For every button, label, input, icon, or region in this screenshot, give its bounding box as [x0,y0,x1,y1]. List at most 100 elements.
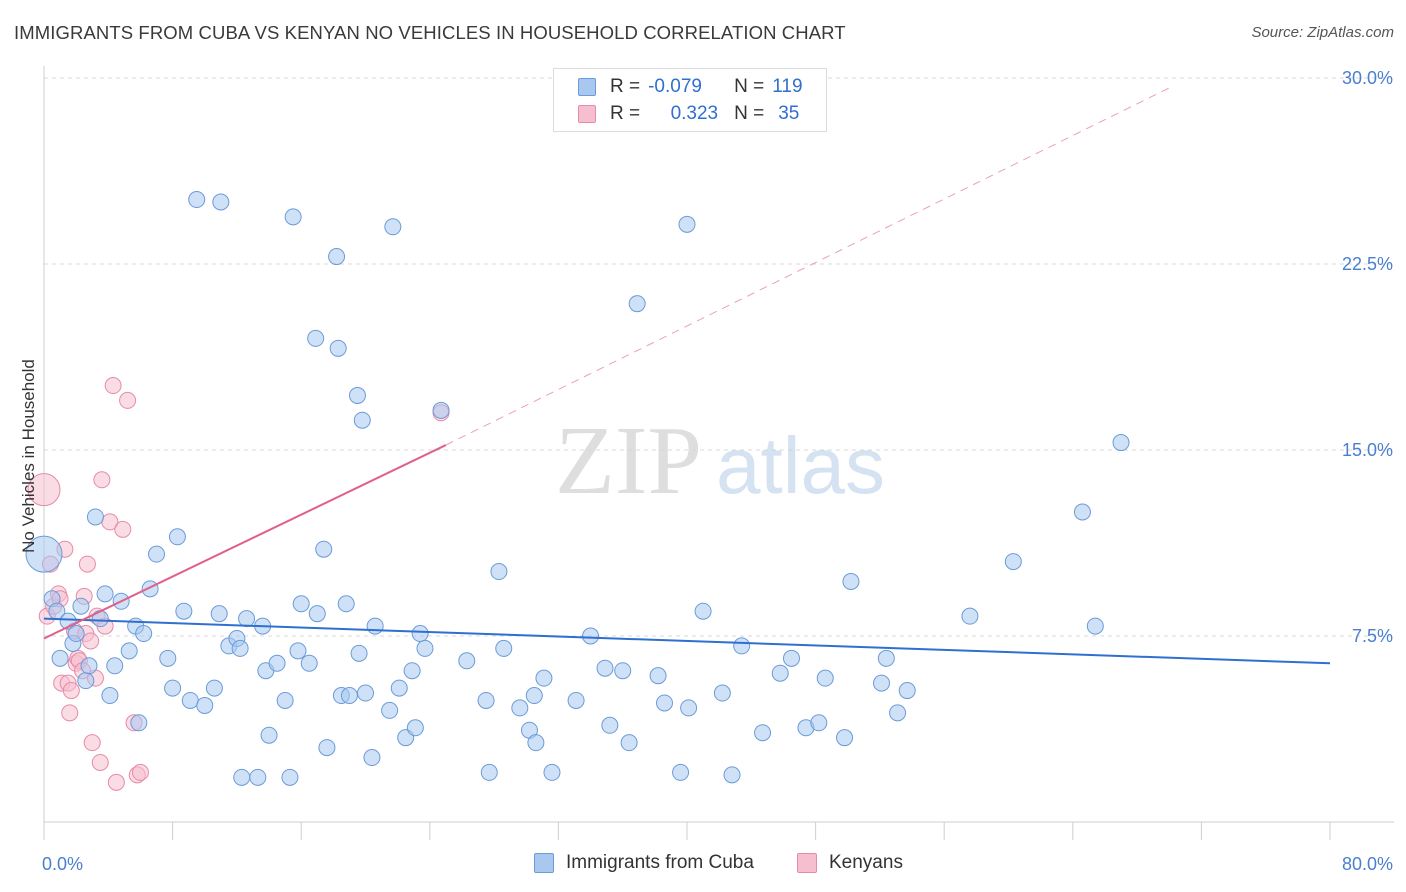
legend-n-label: N = [734,103,765,124]
point-cuba [384,218,402,236]
point-cuba [381,701,399,719]
point-cuba [120,642,138,660]
point-cuba [175,602,193,620]
point-cuba [961,607,979,625]
series-cuba-points [25,191,1130,786]
watermark-zip: ZIP [555,407,702,515]
point-kenyans [82,632,100,650]
legend-swatch-kenyans [797,853,817,873]
grid-lines [44,77,1394,637]
legend-label-cuba: Immigrants from Cuba [566,852,754,873]
point-cuba [77,672,95,690]
y-axis-label: No Vehicles in Household [19,359,38,553]
point-cuba [889,704,907,722]
point-cuba [67,625,85,643]
point-cuba [86,508,104,526]
point-cuba [231,639,249,657]
point-cuba [620,734,638,752]
point-cuba [898,682,916,700]
point-cuba [210,605,228,623]
point-cuba [196,696,214,714]
point-cuba [281,768,299,786]
point-cuba [490,563,508,581]
y-tick-label: 15.0% [1342,440,1393,460]
point-kenyans [114,520,132,538]
point-cuba [1086,617,1104,635]
trend-lines [43,87,1331,665]
point-cuba [284,208,302,226]
point-kenyans [27,473,61,507]
point-cuba [416,639,434,657]
point-cuba [1112,434,1130,452]
point-cuba [249,768,267,786]
point-cuba [366,617,384,635]
x-tick-label: 80.0% [1342,854,1393,874]
point-cuba [511,699,529,717]
point-cuba [527,734,545,752]
point-cuba [877,649,895,667]
point-cuba [348,386,366,404]
point-cuba [292,595,310,613]
point-cuba [307,329,325,347]
point-cuba [816,669,834,687]
legend-swatch-kenyans [578,105,596,123]
point-cuba [390,679,408,697]
legend-item-cuba: Immigrants from Cuba [534,852,754,874]
point-cuba [458,652,476,670]
legend-r-value: 0.323 [670,103,719,124]
point-cuba [315,540,333,558]
point-cuba [754,724,772,742]
point-cuba [164,679,182,697]
point-cuba [80,657,98,675]
point-cuba [771,664,789,682]
point-cuba [233,768,251,786]
point-kenyans [93,471,111,489]
point-cuba [181,691,199,709]
point-cuba [329,339,347,357]
point-cuba [406,719,424,737]
y-tick-label: 22.5% [1342,254,1393,274]
legend-swatch-cuba [534,853,554,873]
series-kenyans-points [27,377,450,791]
legend-n-value: 35 [778,103,800,124]
chart-title: IMMIGRANTS FROM CUBA VS KENYAN NO VEHICL… [14,22,846,43]
point-cuba [432,401,450,419]
point-cuba [363,749,381,767]
point-kenyans [61,704,79,722]
point-cuba [680,699,698,717]
legend-row-kenyans: R = 0.323 N = 35 [578,102,799,126]
point-cuba [723,766,741,784]
point-cuba [477,691,495,709]
point-cuba [101,687,119,705]
point-cuba [873,674,891,692]
point-cuba [188,191,206,209]
point-cuba [567,691,585,709]
point-cuba [810,714,828,732]
point-cuba [25,535,63,573]
point-cuba [168,528,186,546]
point-cuba [350,644,368,662]
legend-label-kenyans: Kenyans [829,852,903,873]
point-cuba [308,605,326,623]
point-cuba [357,684,374,702]
point-cuba [340,687,358,705]
point-cuba [51,649,69,667]
point-cuba [495,639,513,657]
point-cuba [260,726,278,744]
point-cuba [300,654,318,672]
point-cuba [159,649,177,667]
y-tick-label: 30.0% [1342,68,1393,88]
legend-n-value: 119 [772,76,803,97]
point-kenyans [62,682,80,700]
point-cuba [212,193,230,211]
legend-item-kenyans: Kenyans [797,852,903,874]
point-cuba [106,657,124,675]
point-cuba [678,215,696,233]
point-cuba [141,580,159,598]
series-legend: Immigrants from Cuba Kenyans [0,852,1406,878]
point-kenyans [83,734,101,752]
legend-row-cuba: R = -0.079 N = 119 [578,75,803,99]
watermark: ZIP atlas [555,407,885,515]
point-cuba [276,691,294,709]
